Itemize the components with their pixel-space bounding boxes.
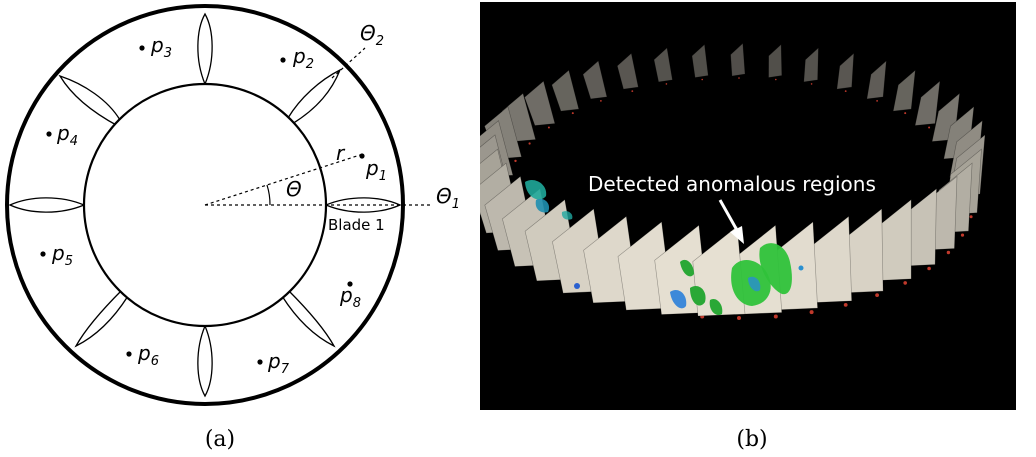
point-p1-label: p1: [365, 156, 387, 184]
blade-37: [914, 80, 941, 126]
point-p1-dot: [359, 153, 365, 159]
point-p7-label: p7: [267, 349, 290, 377]
blade-index-mark: [738, 77, 740, 79]
blade-index-mark: [843, 303, 848, 307]
point-p7-dot: [257, 359, 263, 365]
blade-1-label: Blade 1: [328, 216, 385, 234]
blade-left: [8, 197, 86, 213]
blade-index-mark: [928, 126, 931, 129]
point-p6-label: p6: [137, 341, 159, 369]
point-p4-dot: [46, 131, 52, 137]
point-labels: p1 p2 p3 p4 p5 p6 p7 p8: [51, 33, 387, 377]
blade-index-mark: [810, 83, 813, 85]
blade-index-mark: [875, 293, 879, 297]
blade-32: [768, 43, 783, 78]
blade-index-mark: [809, 310, 814, 315]
point-p2-label: p2: [292, 44, 314, 72]
blade-index-mark: [600, 100, 602, 102]
blade-33: [803, 47, 819, 83]
blade-27: [582, 60, 608, 100]
blade-index-mark: [773, 314, 778, 319]
point-p2-dot: [280, 57, 286, 63]
blade-index-mark: [631, 90, 634, 92]
blade-index-mark: [514, 159, 517, 163]
radius-label: r: [336, 141, 346, 165]
blades: [8, 12, 402, 398]
blade-index-mark: [903, 281, 907, 285]
point-p8-label: p8: [339, 283, 361, 311]
anomaly-blue-1: [670, 289, 687, 309]
blade-34: [836, 52, 855, 90]
blade-top-left: [58, 74, 121, 127]
blade-index-mark: [775, 78, 777, 81]
blade-index-mark: [571, 112, 574, 115]
anomaly-green-3: [690, 285, 706, 306]
blade-index-mark: [960, 233, 965, 237]
blade-bottom-right: [281, 289, 336, 348]
blade-top-right: [287, 68, 342, 125]
point-p4-label: p4: [56, 121, 78, 149]
blade-index-mark: [528, 142, 531, 145]
blade-index-mark: [904, 112, 907, 115]
blade-top: [197, 12, 213, 86]
anomaly-regions: [525, 179, 804, 316]
blade-index-mark: [946, 250, 951, 255]
blade-ring: [480, 42, 986, 320]
blade-35: [866, 60, 887, 100]
blade-index-mark: [665, 83, 668, 85]
measurement-points: [40, 45, 365, 365]
theta2-label: Θ2: [360, 21, 384, 49]
blade-29: [653, 47, 673, 83]
blade-31: [730, 42, 746, 77]
point-p5-dot: [40, 251, 46, 257]
annotation-arrow-head: [730, 226, 744, 244]
annotation-arrow-shaft: [718, 199, 740, 233]
blade-36: [892, 69, 916, 112]
blade-25: [524, 80, 556, 126]
theta1-label: Θ1: [436, 184, 460, 212]
panel-a-caption: (a): [205, 427, 235, 452]
point-p3-dot: [139, 45, 145, 51]
anomaly-blue-4: [798, 265, 804, 271]
anomaly-blue-3: [574, 283, 580, 289]
anomaly-green-4: [680, 259, 694, 277]
blade-index-mark: [844, 90, 847, 92]
blade-bottom: [197, 324, 213, 398]
panel-b-render: Detected anomalous regions: [480, 2, 1016, 410]
anomaly-teal-1: [525, 179, 547, 200]
theta-angle-arc: [266, 184, 271, 206]
point-p6-dot: [126, 351, 132, 357]
panel-b-caption: (b): [736, 427, 767, 452]
blade-30: [691, 43, 709, 78]
panel-a-diagram: p1 p2 p3 p4 p5 p6 p7 p8 Θ1 Θ2 Θ r Blade …: [5, 4, 460, 406]
blade-bottom-left: [74, 289, 129, 348]
blade-index-mark: [737, 316, 741, 320]
blade-index-mark: [547, 126, 550, 129]
theta2-dashed-line: [331, 47, 366, 79]
blade-index-mark: [969, 215, 973, 219]
anomaly-teal-3: [561, 211, 573, 220]
point-p8-dot: [347, 281, 353, 287]
blade-index-mark: [701, 78, 703, 81]
anomaly-green-2: [759, 243, 792, 295]
anomaly-green-5: [709, 298, 723, 316]
anomaly-teal-2: [535, 198, 550, 213]
blade-11: [692, 225, 746, 317]
blade-28: [616, 52, 639, 90]
blade-index-mark: [876, 100, 878, 102]
point-p3-label: p3: [150, 33, 172, 61]
blade-26: [551, 69, 580, 112]
point-p5-label: p5: [51, 241, 73, 269]
theta-label: Θ: [286, 177, 302, 201]
anomaly-annotation: Detected anomalous regions: [588, 172, 876, 196]
blade-index-mark: [927, 266, 931, 271]
anomaly-blue-2: [748, 276, 761, 292]
